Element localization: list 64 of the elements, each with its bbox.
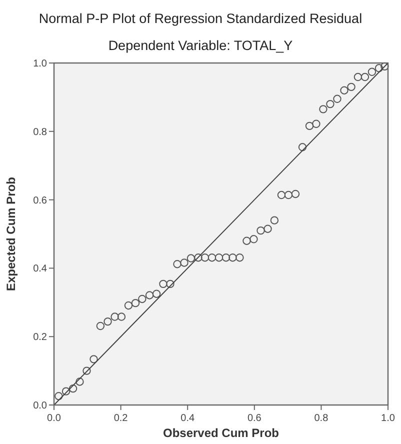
y-tick-label: 1.0 [33, 58, 48, 70]
point [291, 190, 300, 198]
point [166, 280, 174, 288]
x-tick-label: 0.0 [47, 413, 62, 424]
point [305, 122, 314, 130]
point [152, 290, 161, 298]
y-axis-title: Expected Cum Prob [4, 176, 18, 292]
point [228, 254, 237, 262]
x-tick-label: 0.8 [314, 413, 329, 424]
point [319, 105, 328, 114]
point [138, 294, 146, 304]
chart-title: Normal P-P Plot of Regression Standardized Residual [38, 11, 362, 26]
x-tick-label: 0.2 [114, 413, 128, 424]
point [62, 387, 70, 396]
point [236, 254, 244, 262]
point [186, 254, 196, 262]
point [264, 224, 272, 233]
point [360, 72, 370, 82]
point [76, 378, 84, 386]
y-tick-label: 0.0 [33, 400, 48, 412]
x-tick-label: 0.4 [180, 413, 195, 424]
point [347, 82, 356, 92]
point [368, 68, 376, 76]
point [110, 312, 119, 321]
point [173, 260, 182, 268]
point [270, 216, 279, 224]
point [159, 280, 168, 288]
point [222, 254, 230, 262]
point [326, 100, 334, 108]
x-tick-label: 0.6 [247, 413, 262, 424]
point [298, 143, 307, 152]
x-axis-title: Observed Cum Prob [162, 426, 280, 440]
point [104, 317, 112, 326]
point [117, 312, 126, 321]
point [124, 301, 133, 310]
point [312, 120, 320, 128]
y-tick-label: 0.4 [33, 264, 48, 275]
point [208, 254, 216, 262]
point [145, 291, 154, 300]
point [284, 190, 293, 200]
point [380, 62, 389, 71]
point [180, 258, 188, 267]
point [277, 190, 286, 200]
point [54, 392, 63, 400]
point [200, 254, 210, 262]
point [333, 94, 342, 104]
point [82, 366, 91, 375]
point [194, 254, 202, 262]
point [340, 86, 348, 94]
point [90, 355, 98, 364]
point [250, 235, 258, 244]
point [354, 72, 362, 82]
point [131, 298, 140, 308]
point [214, 254, 224, 262]
point [242, 236, 251, 245]
y-tick-label: 0.8 [33, 126, 48, 138]
point [96, 322, 105, 330]
chart-subtitle: Dependent Variable: TOTAL_Y [108, 38, 293, 53]
y-tick-label: 0.2 [33, 332, 48, 344]
point [68, 384, 78, 393]
x-tick-label: 1.0 [381, 413, 396, 424]
point [374, 64, 384, 72]
point [256, 226, 265, 235]
y-tick-label: 0.6 [33, 195, 48, 206]
